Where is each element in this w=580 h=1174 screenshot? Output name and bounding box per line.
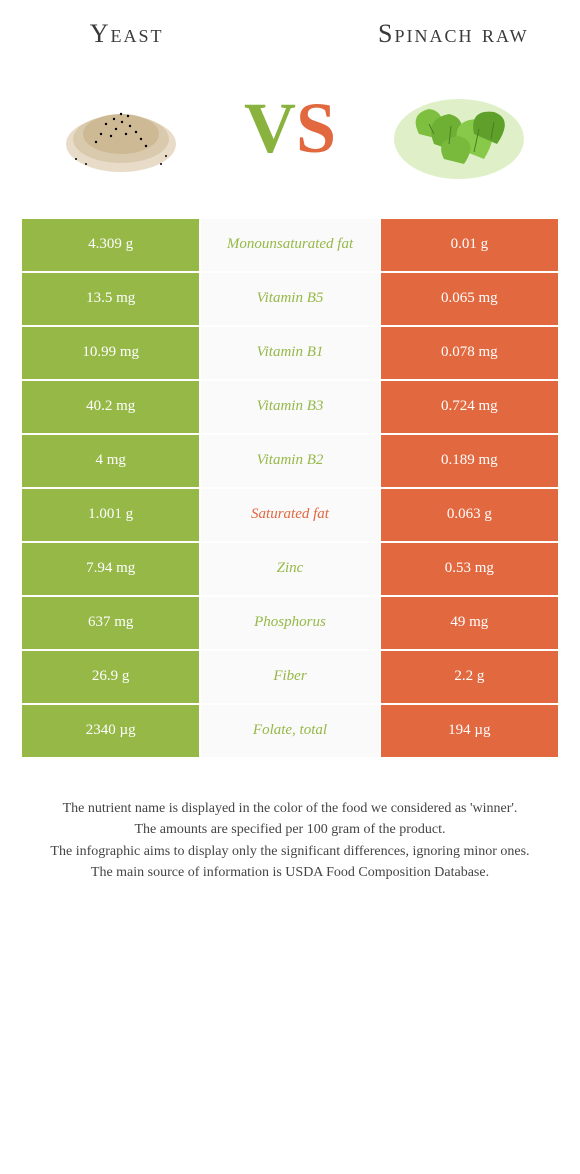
vs-s-letter: S [296,88,336,168]
table-row: 13.5 mgVitamin B50.065 mg [22,273,558,325]
footer-line-1: The nutrient name is displayed in the co… [30,799,550,819]
right-food-title: Spinach raw [337,20,570,49]
right-value: 0.01 g [381,219,558,271]
left-value: 1.001 g [22,489,199,541]
yeast-image [41,59,201,199]
table-row: 7.94 mgZinc0.53 mg [22,543,558,595]
left-value: 13.5 mg [22,273,199,325]
left-value: 7.94 mg [22,543,199,595]
footer-line-4: The main source of information is USDA F… [30,863,550,883]
left-value: 10.99 mg [22,327,199,379]
left-value: 4 mg [22,435,199,487]
header-titles: Yeast Spinach raw [0,0,580,59]
nutrient-label: Fiber [201,651,378,703]
nutrient-label: Vitamin B2 [201,435,378,487]
left-value: 4.309 g [22,219,199,271]
spinach-image [379,59,539,199]
comparison-table: 4.309 gMonounsaturated fat0.01 g13.5 mgV… [22,219,558,757]
vs-label: VS [244,87,336,170]
right-value: 0.078 mg [381,327,558,379]
right-value: 0.063 g [381,489,558,541]
left-value: 637 mg [22,597,199,649]
table-row: 40.2 mgVitamin B30.724 mg [22,381,558,433]
table-row: 1.001 gSaturated fat0.063 g [22,489,558,541]
nutrient-label: Vitamin B3 [201,381,378,433]
right-value: 2.2 g [381,651,558,703]
right-value: 0.189 mg [381,435,558,487]
left-value: 26.9 g [22,651,199,703]
right-value: 0.724 mg [381,381,558,433]
footer-line-2: The amounts are specified per 100 gram o… [30,820,550,840]
vs-v-letter: V [244,88,296,168]
images-row: VS [0,59,580,219]
nutrient-label: Vitamin B5 [201,273,378,325]
right-value: 0.53 mg [381,543,558,595]
left-value: 2340 µg [22,705,199,757]
left-value: 40.2 mg [22,381,199,433]
nutrient-label: Phosphorus [201,597,378,649]
right-value: 194 µg [381,705,558,757]
left-food-title: Yeast [10,20,243,49]
table-row: 4.309 gMonounsaturated fat0.01 g [22,219,558,271]
table-row: 26.9 gFiber2.2 g [22,651,558,703]
right-value: 49 mg [381,597,558,649]
nutrient-label: Monounsaturated fat [201,219,378,271]
nutrient-label: Folate, total [201,705,378,757]
table-row: 2340 µgFolate, total194 µg [22,705,558,757]
nutrient-label: Saturated fat [201,489,378,541]
nutrient-label: Zinc [201,543,378,595]
right-value: 0.065 mg [381,273,558,325]
table-row: 4 mgVitamin B20.189 mg [22,435,558,487]
table-row: 637 mgPhosphorus49 mg [22,597,558,649]
table-row: 10.99 mgVitamin B10.078 mg [22,327,558,379]
nutrient-label: Vitamin B1 [201,327,378,379]
footer-line-3: The infographic aims to display only the… [30,842,550,862]
footer-notes: The nutrient name is displayed in the co… [0,759,580,915]
